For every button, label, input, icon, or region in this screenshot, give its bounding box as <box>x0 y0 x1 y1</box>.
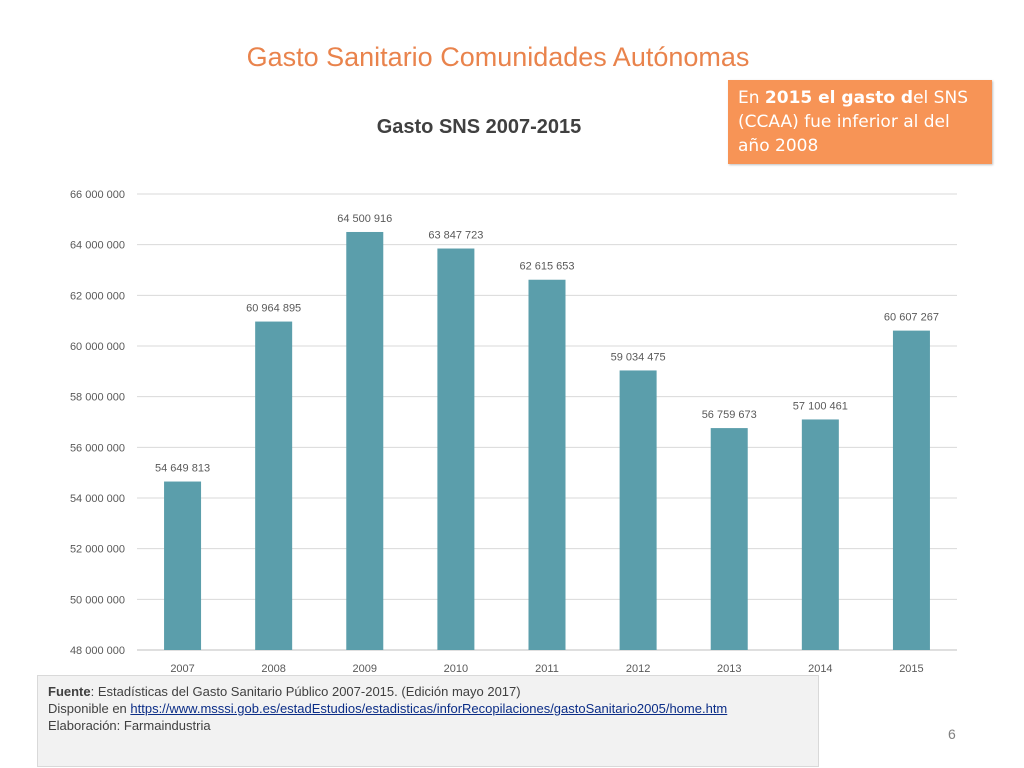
y-tick-label: 58 000 000 <box>70 392 125 404</box>
bar <box>528 279 566 650</box>
data-label: 64 500 916 <box>337 213 392 225</box>
data-label: 63 847 723 <box>428 230 483 242</box>
y-tick-label: 66 000 000 <box>70 189 125 201</box>
x-tick-label: 2010 <box>444 663 468 675</box>
callout-text-2: el SNS (CCAA) fue inferior al del año 20… <box>738 88 968 156</box>
y-tick-label: 62 000 000 <box>70 290 125 302</box>
callout-text-1: En <box>738 88 765 108</box>
chart-title: Gasto SNS 2007-2015 <box>377 116 582 138</box>
x-tick-label: 2014 <box>808 663 832 675</box>
data-label: 56 759 673 <box>702 409 757 421</box>
y-tick-label: 56 000 000 <box>70 442 125 454</box>
bar <box>801 419 839 650</box>
y-tick-label: 52 000 000 <box>70 544 125 556</box>
callout-box: En 2015 el gasto del SNS (CCAA) fue infe… <box>728 80 992 164</box>
x-tick-label: 2008 <box>261 663 285 675</box>
y-tick-label: 60 000 000 <box>70 341 125 353</box>
source-line-fuente: Fuente: Estadísticas del Gasto Sanitario… <box>48 683 808 700</box>
x-tick-label: 2009 <box>353 663 377 675</box>
y-tick-label: 64 000 000 <box>70 240 125 252</box>
source-link[interactable]: https://www.msssi.gob.es/estadEstudios/e… <box>130 701 728 716</box>
data-label: 62 615 653 <box>519 261 574 273</box>
bar <box>437 248 475 650</box>
y-axis-ticks: 48 000 000 50 000 000 52 000 000 54 000 000… <box>70 189 125 657</box>
bar <box>892 330 930 650</box>
bar <box>346 231 384 650</box>
data-labels: 54 649 813 60 964 895 64 500 916 63 847 723… <box>155 213 939 475</box>
x-axis-ticks: 2007 2008 2009 2010 2011 2012 2013 2014 2015 <box>170 663 923 675</box>
source-fuente-text: : Estadísticas del Gasto Sanitario Públi… <box>90 684 521 699</box>
bar <box>619 370 657 650</box>
bars <box>164 231 930 650</box>
source-box: Fuente: Estadísticas del Gasto Sanitario… <box>37 675 819 767</box>
callout-text-bold: 2015 el gasto d <box>764 88 914 108</box>
source-elaboracion: Elaboración: Farmaindustria <box>48 718 211 733</box>
slide-title: Gasto Sanitario Comunidades Autónomas <box>246 42 750 72</box>
data-label: 60 964 895 <box>246 303 301 315</box>
data-label: 60 607 267 <box>884 312 939 324</box>
bar <box>255 321 293 650</box>
x-tick-label: 2015 <box>899 663 923 675</box>
x-tick-label: 2011 <box>535 663 559 675</box>
data-label: 57 100 461 <box>793 400 848 412</box>
x-tick-label: 2012 <box>626 663 650 675</box>
source-disponible-text: Disponible en <box>48 701 131 716</box>
source-label: Fuente <box>48 684 91 699</box>
y-tick-label: 48 000 000 <box>70 645 125 657</box>
x-tick-label: 2007 <box>170 663 194 675</box>
data-label: 54 649 813 <box>155 463 210 475</box>
page-number: 6 <box>948 726 956 742</box>
bar-chart: Gasto SNS 2007-2015 48 000 000 50 000 000… <box>70 116 957 675</box>
bar <box>164 481 202 650</box>
y-tick-label: 50 000 000 <box>70 594 125 606</box>
y-tick-label: 54 000 000 <box>70 493 125 505</box>
source-line-disponible: Disponible en https://www.msssi.gob.es/e… <box>48 700 808 717</box>
data-label: 59 034 475 <box>611 351 666 363</box>
bar <box>710 428 748 650</box>
x-tick-label: 2013 <box>717 663 741 675</box>
